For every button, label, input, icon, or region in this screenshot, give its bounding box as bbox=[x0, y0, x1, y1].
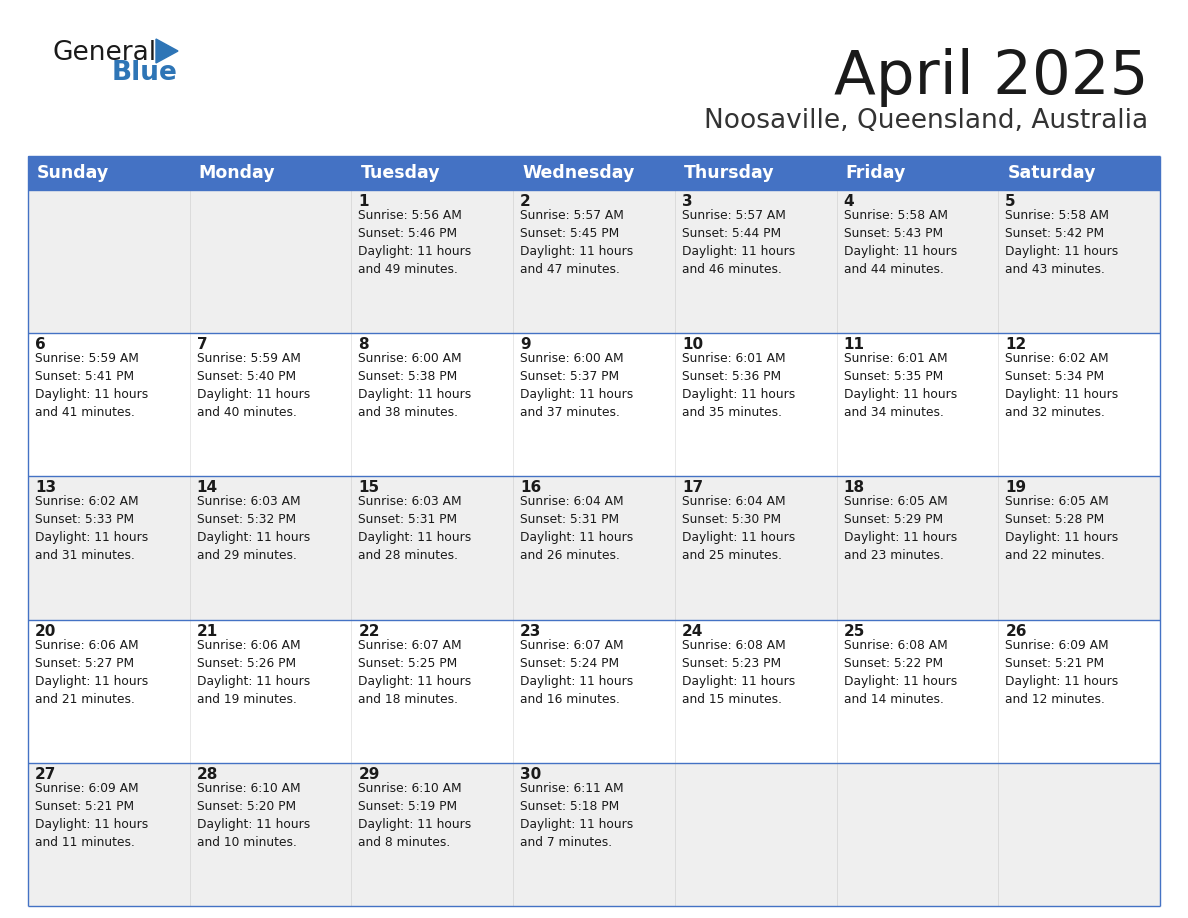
Text: Sunrise: 6:04 AM
Sunset: 5:30 PM
Daylight: 11 hours
and 25 minutes.: Sunrise: 6:04 AM Sunset: 5:30 PM Dayligh… bbox=[682, 496, 795, 563]
Text: Sunrise: 5:58 AM
Sunset: 5:43 PM
Daylight: 11 hours
and 44 minutes.: Sunrise: 5:58 AM Sunset: 5:43 PM Dayligh… bbox=[843, 209, 956, 276]
Bar bbox=[29, 156, 190, 190]
Text: Sunrise: 6:11 AM
Sunset: 5:18 PM
Daylight: 11 hours
and 7 minutes.: Sunrise: 6:11 AM Sunset: 5:18 PM Dayligh… bbox=[520, 782, 633, 849]
Text: 4: 4 bbox=[843, 194, 854, 209]
Text: 24: 24 bbox=[682, 623, 703, 639]
Text: Sunrise: 5:59 AM
Sunset: 5:40 PM
Daylight: 11 hours
and 40 minutes.: Sunrise: 5:59 AM Sunset: 5:40 PM Dayligh… bbox=[197, 353, 310, 420]
Bar bbox=[29, 333, 1159, 476]
Text: Sunrise: 6:05 AM
Sunset: 5:28 PM
Daylight: 11 hours
and 22 minutes.: Sunrise: 6:05 AM Sunset: 5:28 PM Dayligh… bbox=[1005, 496, 1119, 563]
Text: 10: 10 bbox=[682, 337, 703, 353]
Text: 6: 6 bbox=[34, 337, 46, 353]
Text: Sunrise: 6:04 AM
Sunset: 5:31 PM
Daylight: 11 hours
and 26 minutes.: Sunrise: 6:04 AM Sunset: 5:31 PM Dayligh… bbox=[520, 496, 633, 563]
Text: 19: 19 bbox=[1005, 480, 1026, 496]
Text: Sunrise: 6:10 AM
Sunset: 5:20 PM
Daylight: 11 hours
and 10 minutes.: Sunrise: 6:10 AM Sunset: 5:20 PM Dayligh… bbox=[197, 782, 310, 849]
Text: Sunrise: 6:07 AM
Sunset: 5:25 PM
Daylight: 11 hours
and 18 minutes.: Sunrise: 6:07 AM Sunset: 5:25 PM Dayligh… bbox=[359, 639, 472, 706]
Text: Sunrise: 6:08 AM
Sunset: 5:22 PM
Daylight: 11 hours
and 14 minutes.: Sunrise: 6:08 AM Sunset: 5:22 PM Dayligh… bbox=[843, 639, 956, 706]
Text: 12: 12 bbox=[1005, 337, 1026, 353]
Text: Sunrise: 6:06 AM
Sunset: 5:26 PM
Daylight: 11 hours
and 19 minutes.: Sunrise: 6:06 AM Sunset: 5:26 PM Dayligh… bbox=[197, 639, 310, 706]
Bar bbox=[998, 156, 1159, 190]
Text: Sunday: Sunday bbox=[37, 164, 109, 182]
Bar bbox=[29, 156, 1159, 906]
Text: Sunrise: 6:06 AM
Sunset: 5:27 PM
Daylight: 11 hours
and 21 minutes.: Sunrise: 6:06 AM Sunset: 5:27 PM Dayligh… bbox=[34, 639, 148, 706]
Text: Sunrise: 6:00 AM
Sunset: 5:37 PM
Daylight: 11 hours
and 37 minutes.: Sunrise: 6:00 AM Sunset: 5:37 PM Dayligh… bbox=[520, 353, 633, 420]
Polygon shape bbox=[156, 39, 178, 63]
Text: Sunrise: 6:01 AM
Sunset: 5:36 PM
Daylight: 11 hours
and 35 minutes.: Sunrise: 6:01 AM Sunset: 5:36 PM Dayligh… bbox=[682, 353, 795, 420]
Text: 2: 2 bbox=[520, 194, 531, 209]
Text: 30: 30 bbox=[520, 767, 542, 782]
Text: General: General bbox=[52, 40, 156, 66]
Bar bbox=[675, 156, 836, 190]
Text: Thursday: Thursday bbox=[684, 164, 775, 182]
Text: Sunrise: 6:05 AM
Sunset: 5:29 PM
Daylight: 11 hours
and 23 minutes.: Sunrise: 6:05 AM Sunset: 5:29 PM Dayligh… bbox=[843, 496, 956, 563]
Text: Sunrise: 6:08 AM
Sunset: 5:23 PM
Daylight: 11 hours
and 15 minutes.: Sunrise: 6:08 AM Sunset: 5:23 PM Dayligh… bbox=[682, 639, 795, 706]
Text: Sunrise: 5:59 AM
Sunset: 5:41 PM
Daylight: 11 hours
and 41 minutes.: Sunrise: 5:59 AM Sunset: 5:41 PM Dayligh… bbox=[34, 353, 148, 420]
Bar bbox=[836, 156, 998, 190]
Text: Sunrise: 6:09 AM
Sunset: 5:21 PM
Daylight: 11 hours
and 11 minutes.: Sunrise: 6:09 AM Sunset: 5:21 PM Dayligh… bbox=[34, 782, 148, 849]
Text: Noosaville, Queensland, Australia: Noosaville, Queensland, Australia bbox=[703, 108, 1148, 134]
Text: Sunrise: 6:02 AM
Sunset: 5:33 PM
Daylight: 11 hours
and 31 minutes.: Sunrise: 6:02 AM Sunset: 5:33 PM Dayligh… bbox=[34, 496, 148, 563]
Bar bbox=[513, 156, 675, 190]
Text: Sunrise: 6:09 AM
Sunset: 5:21 PM
Daylight: 11 hours
and 12 minutes.: Sunrise: 6:09 AM Sunset: 5:21 PM Dayligh… bbox=[1005, 639, 1119, 706]
Text: 3: 3 bbox=[682, 194, 693, 209]
Text: Friday: Friday bbox=[846, 164, 906, 182]
Text: 25: 25 bbox=[843, 623, 865, 639]
Bar bbox=[29, 190, 1159, 333]
Text: Sunrise: 6:00 AM
Sunset: 5:38 PM
Daylight: 11 hours
and 38 minutes.: Sunrise: 6:00 AM Sunset: 5:38 PM Dayligh… bbox=[359, 353, 472, 420]
Text: 9: 9 bbox=[520, 337, 531, 353]
Text: 7: 7 bbox=[197, 337, 208, 353]
Text: Sunrise: 5:57 AM
Sunset: 5:44 PM
Daylight: 11 hours
and 46 minutes.: Sunrise: 5:57 AM Sunset: 5:44 PM Dayligh… bbox=[682, 209, 795, 276]
Text: Sunrise: 6:10 AM
Sunset: 5:19 PM
Daylight: 11 hours
and 8 minutes.: Sunrise: 6:10 AM Sunset: 5:19 PM Dayligh… bbox=[359, 782, 472, 849]
Text: Monday: Monday bbox=[198, 164, 276, 182]
Text: 15: 15 bbox=[359, 480, 379, 496]
Bar bbox=[29, 763, 1159, 906]
Text: Sunrise: 6:02 AM
Sunset: 5:34 PM
Daylight: 11 hours
and 32 minutes.: Sunrise: 6:02 AM Sunset: 5:34 PM Dayligh… bbox=[1005, 353, 1119, 420]
Bar bbox=[29, 620, 1159, 763]
Text: Sunrise: 5:56 AM
Sunset: 5:46 PM
Daylight: 11 hours
and 49 minutes.: Sunrise: 5:56 AM Sunset: 5:46 PM Dayligh… bbox=[359, 209, 472, 276]
Text: 14: 14 bbox=[197, 480, 217, 496]
Text: 18: 18 bbox=[843, 480, 865, 496]
Text: 26: 26 bbox=[1005, 623, 1026, 639]
Text: 17: 17 bbox=[682, 480, 703, 496]
Text: Saturday: Saturday bbox=[1007, 164, 1095, 182]
Text: 16: 16 bbox=[520, 480, 542, 496]
Text: Sunrise: 6:03 AM
Sunset: 5:32 PM
Daylight: 11 hours
and 29 minutes.: Sunrise: 6:03 AM Sunset: 5:32 PM Dayligh… bbox=[197, 496, 310, 563]
Text: Tuesday: Tuesday bbox=[360, 164, 440, 182]
Text: 11: 11 bbox=[843, 337, 865, 353]
Text: 22: 22 bbox=[359, 623, 380, 639]
Bar bbox=[29, 476, 1159, 620]
Bar bbox=[190, 156, 352, 190]
Text: 28: 28 bbox=[197, 767, 219, 782]
Text: 8: 8 bbox=[359, 337, 369, 353]
Text: April 2025: April 2025 bbox=[834, 48, 1148, 107]
Text: 23: 23 bbox=[520, 623, 542, 639]
Text: 29: 29 bbox=[359, 767, 380, 782]
Text: Blue: Blue bbox=[112, 60, 178, 86]
Text: 27: 27 bbox=[34, 767, 56, 782]
Text: Sunrise: 6:03 AM
Sunset: 5:31 PM
Daylight: 11 hours
and 28 minutes.: Sunrise: 6:03 AM Sunset: 5:31 PM Dayligh… bbox=[359, 496, 472, 563]
Text: Sunrise: 6:01 AM
Sunset: 5:35 PM
Daylight: 11 hours
and 34 minutes.: Sunrise: 6:01 AM Sunset: 5:35 PM Dayligh… bbox=[843, 353, 956, 420]
Text: Sunrise: 6:07 AM
Sunset: 5:24 PM
Daylight: 11 hours
and 16 minutes.: Sunrise: 6:07 AM Sunset: 5:24 PM Dayligh… bbox=[520, 639, 633, 706]
Text: Sunrise: 5:57 AM
Sunset: 5:45 PM
Daylight: 11 hours
and 47 minutes.: Sunrise: 5:57 AM Sunset: 5:45 PM Dayligh… bbox=[520, 209, 633, 276]
Text: 21: 21 bbox=[197, 623, 217, 639]
Text: Wednesday: Wednesday bbox=[523, 164, 634, 182]
Bar bbox=[352, 156, 513, 190]
Text: Sunrise: 5:58 AM
Sunset: 5:42 PM
Daylight: 11 hours
and 43 minutes.: Sunrise: 5:58 AM Sunset: 5:42 PM Dayligh… bbox=[1005, 209, 1119, 276]
Text: 1: 1 bbox=[359, 194, 369, 209]
Text: 20: 20 bbox=[34, 623, 56, 639]
Text: 13: 13 bbox=[34, 480, 56, 496]
Text: 5: 5 bbox=[1005, 194, 1016, 209]
